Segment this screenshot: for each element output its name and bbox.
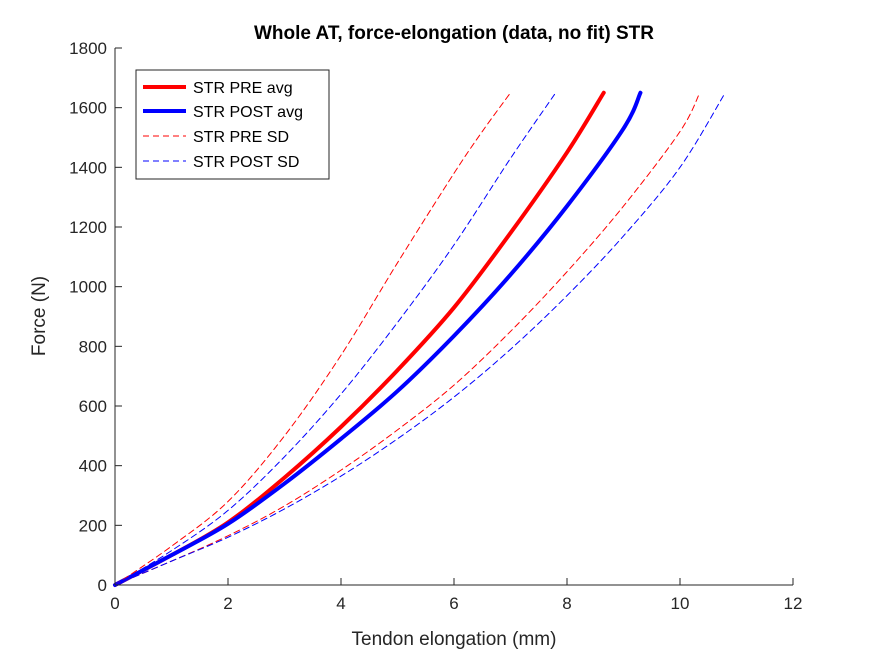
- x-tick-label: 12: [784, 594, 803, 613]
- x-tick-label: 6: [449, 594, 458, 613]
- series-line-str-pre-sd: [114, 92, 511, 586]
- y-tick-label: 1800: [69, 39, 107, 58]
- y-tick-label: 1200: [69, 218, 107, 237]
- x-tick-label: 8: [562, 594, 571, 613]
- legend-label-pre-sd: STR PRE SD: [193, 129, 289, 146]
- legend-label-pre-avg: STR PRE avg: [193, 80, 293, 97]
- y-tick-label: 600: [79, 397, 107, 416]
- x-axis-label: Tendon elongation (mm): [352, 629, 557, 650]
- y-axis-label: Force (N): [29, 276, 50, 356]
- y-tick-label: 800: [79, 337, 107, 356]
- y-tick-label: 1000: [69, 278, 107, 297]
- series-layer: [113, 90, 726, 587]
- legend-label-post-avg: STR POST avg: [193, 104, 303, 121]
- x-tick-label: 10: [671, 594, 690, 613]
- series-line-sd-bound-3: [114, 92, 701, 586]
- y-tick-label: 1600: [69, 99, 107, 118]
- axes-layer: 0 2 4 6 8 10 12 0 200 400 600 800 1000 1200 1400 1600 18…: [69, 39, 802, 613]
- x-tick-label: 2: [223, 594, 232, 613]
- series-line-str-post-avg: [113, 90, 643, 587]
- y-tick-label: 0: [98, 576, 107, 595]
- y-tick-label: 200: [79, 516, 107, 535]
- y-tick-label: 400: [79, 457, 107, 476]
- legend: STR PRE avg STR POST avg STR PRE SD STR …: [135, 69, 330, 180]
- y-tick-label: 1400: [69, 158, 107, 177]
- series-line-sd-bound-5: [114, 92, 726, 586]
- x-tick-label: 4: [336, 594, 345, 613]
- x-tick-label: 0: [110, 594, 119, 613]
- series-line-str-post-sd: [114, 92, 557, 586]
- legend-label-post-sd: STR POST SD: [193, 154, 299, 171]
- chart-title: Whole AT, force-elongation (data, no fit…: [254, 23, 654, 44]
